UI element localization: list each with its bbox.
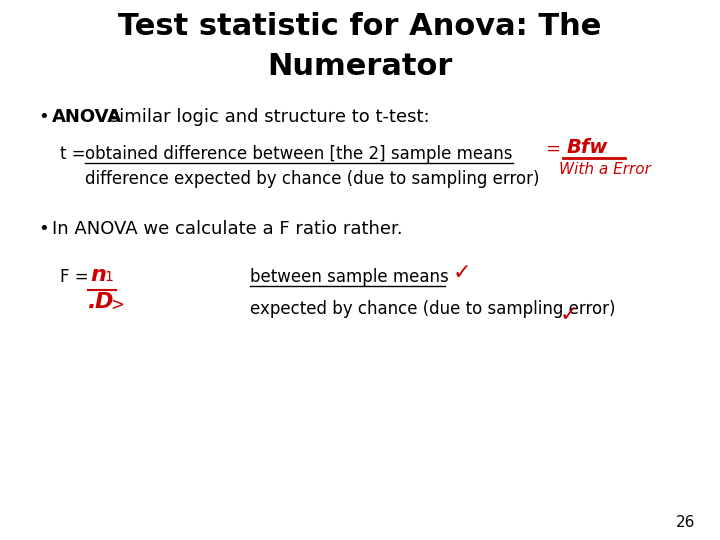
Text: =: = (545, 140, 560, 158)
Text: ✓: ✓ (453, 263, 472, 283)
Text: D: D (95, 292, 114, 312)
Text: n: n (90, 265, 106, 285)
Text: F =: F = (60, 268, 89, 286)
Text: Bfw: Bfw (567, 138, 608, 157)
Text: t =: t = (60, 145, 91, 163)
Text: .: . (88, 292, 96, 312)
Text: 26: 26 (675, 515, 695, 530)
Text: Numerator: Numerator (267, 52, 453, 81)
Text: obtained difference between [the 2] sample means: obtained difference between [the 2] samp… (85, 145, 513, 163)
Text: similar logic and structure to t-test:: similar logic and structure to t-test: (104, 108, 430, 126)
Text: With a Error: With a Error (559, 162, 651, 177)
Text: In ANOVA we calculate a F ratio rather.: In ANOVA we calculate a F ratio rather. (52, 220, 402, 238)
Text: 1: 1 (104, 270, 113, 284)
Text: expected by chance (due to sampling error): expected by chance (due to sampling erro… (250, 300, 616, 318)
Text: >: > (110, 296, 124, 314)
Text: Test statistic for Anova: The: Test statistic for Anova: The (118, 12, 602, 41)
Text: ✓: ✓ (560, 305, 579, 325)
Text: ANOVA: ANOVA (52, 108, 122, 126)
Text: difference expected by chance (due to sampling error): difference expected by chance (due to sa… (85, 170, 539, 188)
Text: •: • (38, 220, 49, 238)
Text: •: • (38, 108, 49, 126)
Text: between sample means: between sample means (250, 268, 449, 286)
